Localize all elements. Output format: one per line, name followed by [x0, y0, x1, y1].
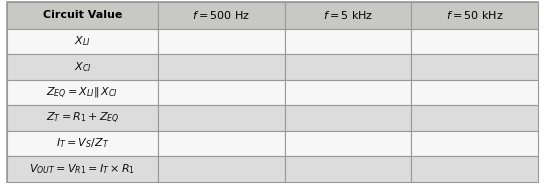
Bar: [411, 105, 538, 131]
Bar: [158, 2, 284, 29]
Bar: [158, 80, 284, 105]
Bar: [411, 156, 538, 182]
Bar: [7, 54, 158, 80]
Bar: [158, 156, 284, 182]
Text: $V_{OUT}=V_{R1}=I_T\times R_1$: $V_{OUT}=V_{R1}=I_T\times R_1$: [29, 162, 135, 176]
Text: $X_{CI}$: $X_{CI}$: [74, 60, 91, 74]
Bar: [284, 2, 411, 29]
Text: $I_T=V_S/Z_T$: $I_T=V_S/Z_T$: [56, 137, 109, 151]
Text: $Z_T=R_1+Z_{EQ}$: $Z_T=R_1+Z_{EQ}$: [46, 110, 119, 126]
Text: $f=500$ Hz: $f=500$ Hz: [192, 10, 251, 22]
Bar: [7, 156, 158, 182]
Bar: [158, 131, 284, 156]
Bar: [411, 2, 538, 29]
Bar: [411, 80, 538, 105]
Bar: [284, 29, 411, 54]
Bar: [158, 105, 284, 131]
Text: $X_{LI}$: $X_{LI}$: [74, 35, 90, 48]
Bar: [411, 131, 538, 156]
Text: Circuit Value: Circuit Value: [43, 10, 122, 20]
Bar: [284, 54, 411, 80]
Bar: [158, 29, 284, 54]
Text: $f=50$ kHz: $f=50$ kHz: [446, 10, 504, 22]
Bar: [411, 29, 538, 54]
Text: $f=5$ kHz: $f=5$ kHz: [323, 10, 373, 22]
Bar: [158, 54, 284, 80]
Bar: [284, 156, 411, 182]
Bar: [411, 54, 538, 80]
Bar: [284, 80, 411, 105]
Bar: [7, 131, 158, 156]
Bar: [7, 80, 158, 105]
Bar: [7, 105, 158, 131]
Bar: [7, 2, 158, 29]
Text: $Z_{EQ}=X_{LI}\|\,X_{CI}$: $Z_{EQ}=X_{LI}\|\,X_{CI}$: [46, 85, 118, 100]
Bar: [284, 105, 411, 131]
Bar: [7, 29, 158, 54]
Bar: [284, 131, 411, 156]
